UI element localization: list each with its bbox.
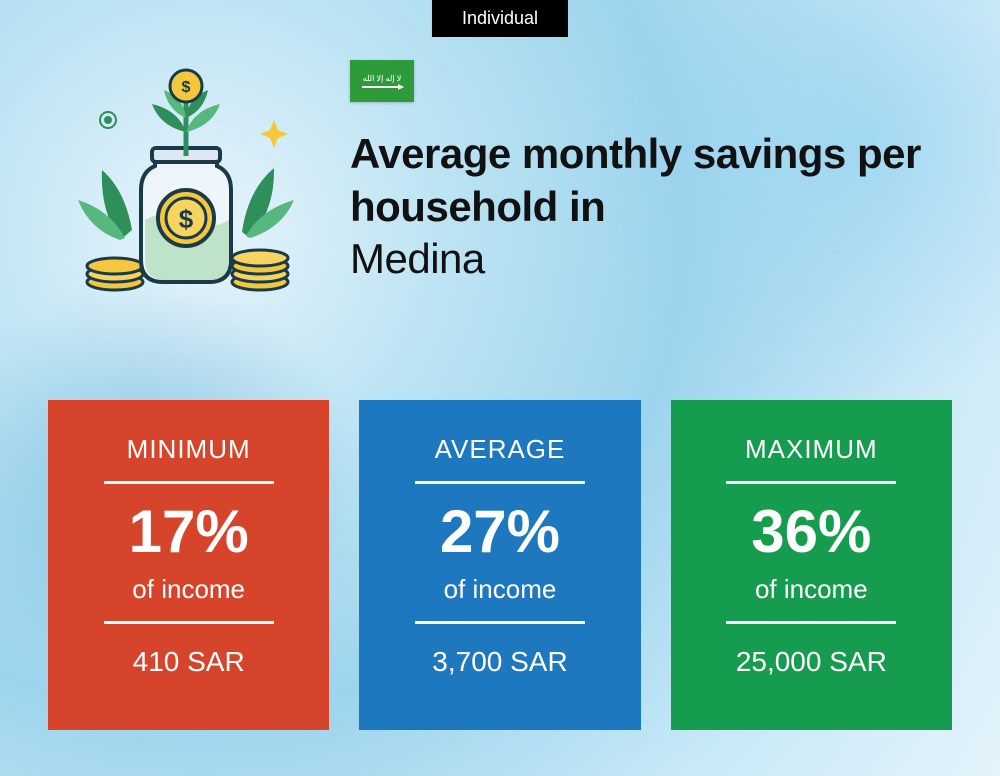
card-minimum: MINIMUM 17% of income 410 SAR [48, 400, 329, 730]
card-percent: 27% [440, 502, 560, 562]
flag-script: لا إله إلا الله [362, 75, 402, 83]
flag-saudi-arabia: لا إله إلا الله [350, 60, 414, 102]
card-label: MAXIMUM [745, 434, 878, 465]
card-amount: 3,700 SAR [432, 646, 567, 678]
divider [104, 481, 274, 484]
divider [726, 621, 896, 624]
card-percent: 36% [751, 502, 871, 562]
card-subtext: of income [444, 574, 557, 605]
stat-cards: MINIMUM 17% of income 410 SAR AVERAGE 27… [48, 400, 952, 730]
card-subtext: of income [755, 574, 868, 605]
title-city: Medina [350, 235, 485, 282]
card-label: MINIMUM [127, 434, 251, 465]
divider [415, 481, 585, 484]
svg-text:$: $ [182, 79, 191, 96]
card-amount: 25,000 SAR [736, 646, 887, 678]
title-block: لا إله إلا الله Average monthly savings … [350, 60, 960, 286]
card-subtext: of income [132, 574, 245, 605]
card-percent: 17% [129, 502, 249, 562]
category-badge: Individual [432, 0, 568, 37]
card-average: AVERAGE 27% of income 3,700 SAR [359, 400, 640, 730]
card-maximum: MAXIMUM 36% of income 25,000 SAR [671, 400, 952, 730]
card-amount: 410 SAR [133, 646, 245, 678]
divider [104, 621, 274, 624]
divider [415, 621, 585, 624]
savings-jar-illustration: $ $ [60, 60, 310, 310]
flag-sword-icon [362, 86, 402, 88]
svg-text:$: $ [179, 204, 194, 234]
title-line: Average monthly savings per household in [350, 130, 921, 230]
header: $ $ لا إله إلا الله Average monthly savi… [60, 60, 960, 310]
card-label: AVERAGE [435, 434, 566, 465]
divider [726, 481, 896, 484]
page-title: Average monthly savings per household in… [350, 128, 960, 286]
